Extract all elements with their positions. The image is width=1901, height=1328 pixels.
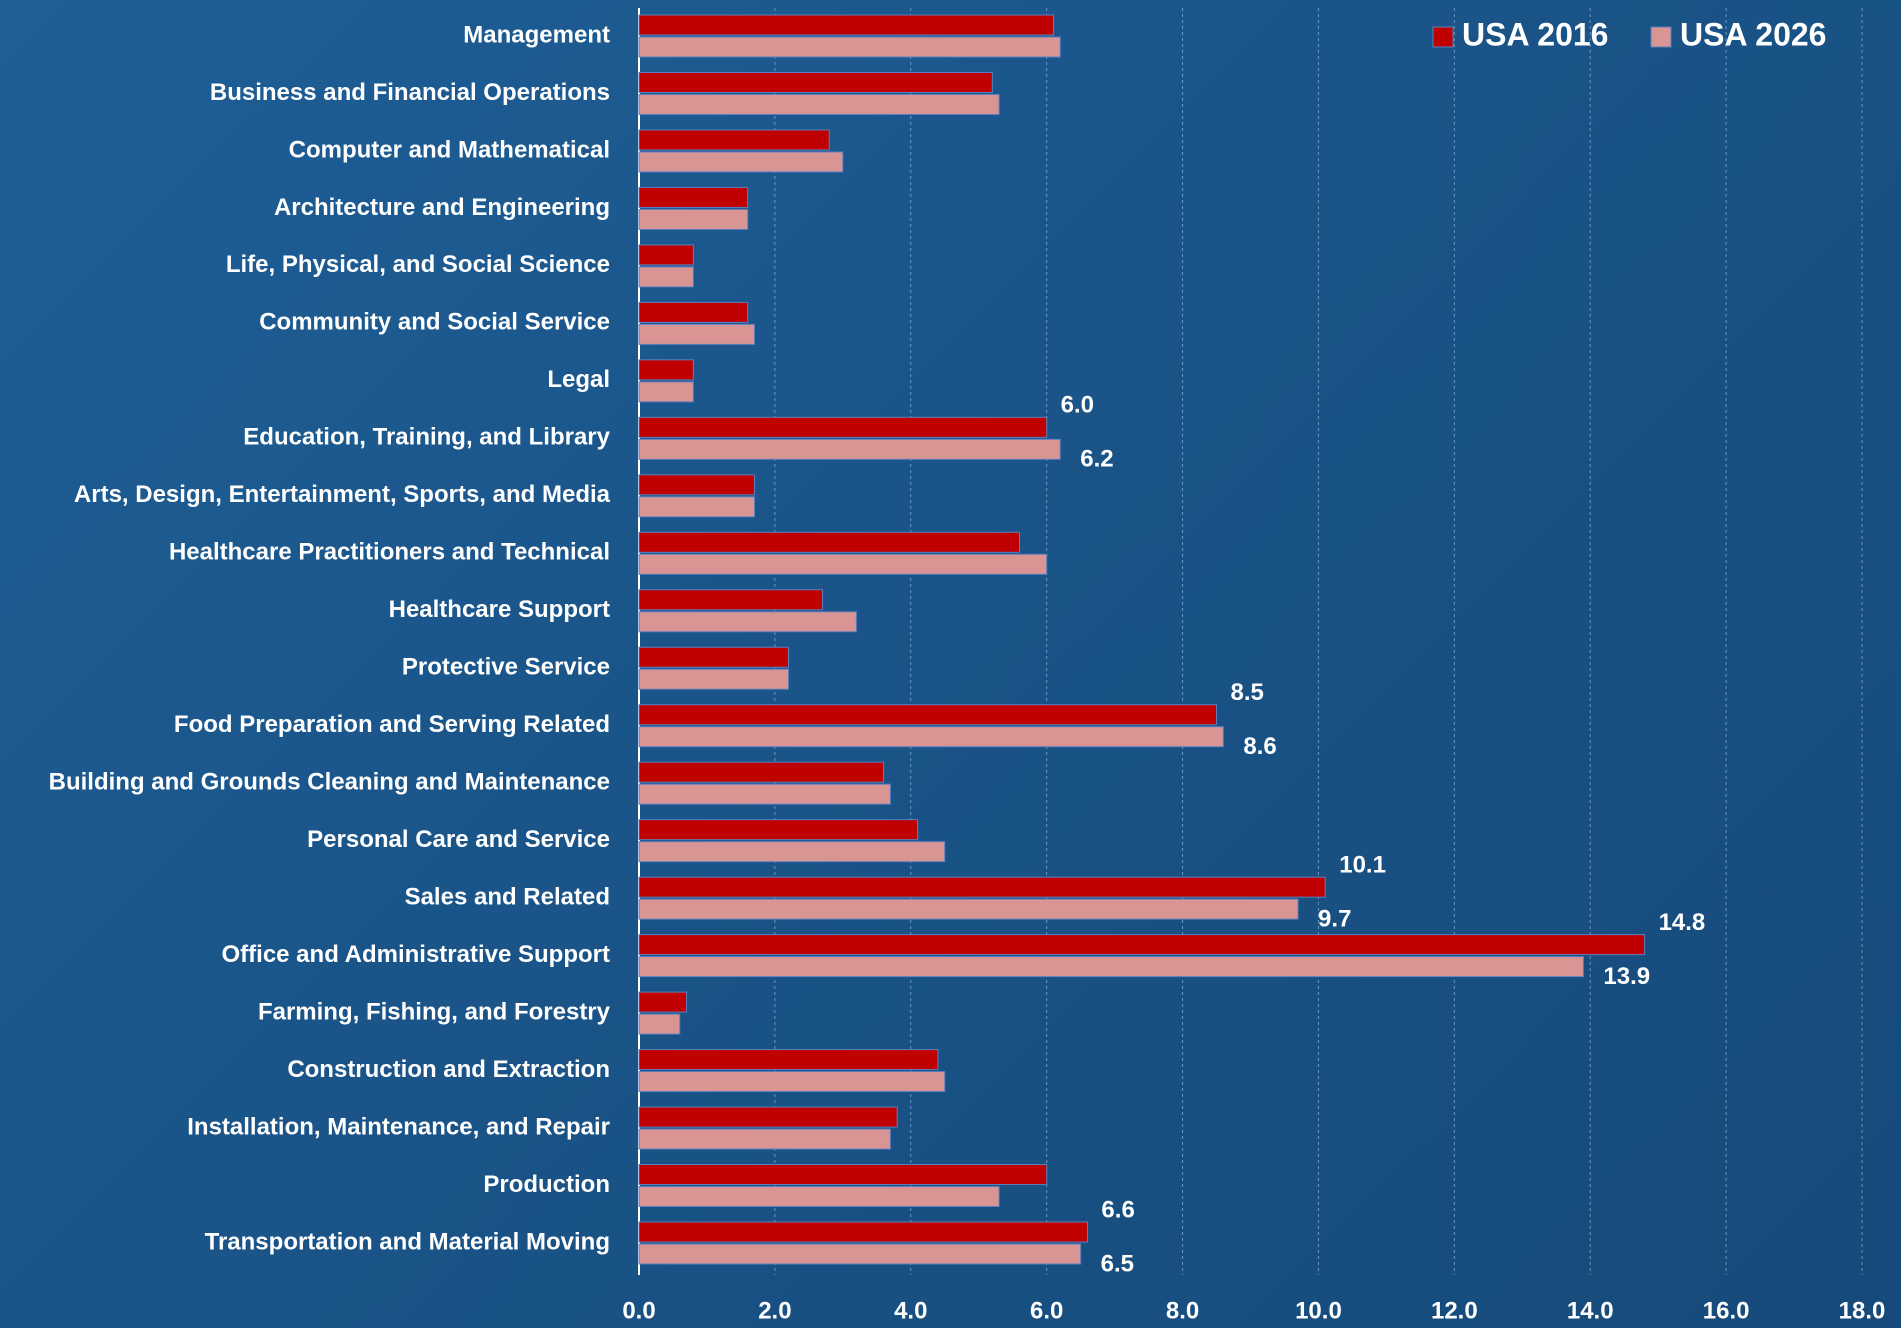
bar <box>638 71 993 93</box>
y-tick-label: Installation, Maintenance, and Repair <box>187 1113 610 1140</box>
legend-swatch <box>1432 26 1454 48</box>
bar <box>638 726 1224 748</box>
bar <box>638 783 891 805</box>
bar <box>638 186 749 208</box>
y-tick-label: Community and Social Service <box>259 309 610 336</box>
bar <box>638 841 946 863</box>
bar <box>638 301 749 323</box>
x-tick-label: 6.0 <box>1030 1297 1063 1324</box>
data-label: 8.5 <box>1231 679 1264 706</box>
data-label: 9.7 <box>1318 905 1351 932</box>
bar <box>638 129 830 151</box>
data-label: 13.9 <box>1603 963 1650 990</box>
bar <box>638 1013 681 1035</box>
bar <box>638 1186 1000 1208</box>
x-tick-label: 18.0 <box>1839 1297 1886 1324</box>
data-label: 14.8 <box>1659 909 1706 936</box>
bar <box>638 151 844 173</box>
bar <box>638 14 1054 36</box>
data-label: 6.0 <box>1061 392 1094 419</box>
bar <box>638 1106 898 1128</box>
data-label: 8.6 <box>1243 733 1276 760</box>
bar <box>638 704 1218 726</box>
x-tick-label: 12.0 <box>1431 1297 1478 1324</box>
bar <box>638 668 789 690</box>
y-tick-label: Production <box>483 1171 610 1198</box>
bar <box>638 416 1048 438</box>
y-tick-label: Construction and Extraction <box>287 1056 610 1083</box>
y-tick-label: Life, Physical, and Social Science <box>226 251 610 278</box>
bar <box>638 438 1061 460</box>
bar <box>638 611 857 633</box>
bar <box>638 266 694 288</box>
bar <box>638 381 694 403</box>
bar <box>638 1128 891 1150</box>
x-tick-label: 16.0 <box>1703 1297 1750 1324</box>
y-tick-label: Computer and Mathematical <box>289 136 610 163</box>
x-tick-label: 2.0 <box>758 1297 791 1324</box>
y-tick-label: Building and Grounds Cleaning and Mainte… <box>49 769 610 796</box>
y-tick-label: Arts, Design, Entertainment, Sports, and… <box>74 481 611 508</box>
bar <box>638 93 1000 115</box>
y-tick-label: Transportation and Material Moving <box>205 1228 610 1255</box>
x-tick-label: 10.0 <box>1295 1297 1342 1324</box>
bar <box>638 761 885 783</box>
bar <box>638 244 694 266</box>
y-tick-label: Food Preparation and Serving Related <box>174 711 610 738</box>
y-tick-label: Architecture and Engineering <box>274 194 610 221</box>
y-tick-label: Healthcare Practitioners and Technical <box>169 539 610 566</box>
bar <box>638 496 756 518</box>
y-tick-label: Healthcare Support <box>389 596 610 623</box>
bar <box>638 208 749 230</box>
bar <box>638 934 1646 956</box>
bar <box>638 36 1061 58</box>
x-tick-label: 14.0 <box>1567 1297 1614 1324</box>
x-tick-label: 8.0 <box>1166 1297 1199 1324</box>
bar <box>638 646 789 668</box>
bar <box>638 589 823 611</box>
legend-label: USA 2026 <box>1680 16 1826 52</box>
bar <box>638 1243 1082 1265</box>
y-tick-label: Personal Care and Service <box>307 826 610 853</box>
bar <box>638 1049 939 1071</box>
bar <box>638 1221 1088 1243</box>
y-tick-label: Office and Administrative Support <box>222 941 611 968</box>
bar <box>638 956 1584 978</box>
y-tick-label: Sales and Related <box>405 883 610 910</box>
y-tick-label: Management <box>463 21 610 48</box>
y-tick-label: Legal <box>547 366 610 393</box>
y-tick-label: Business and Financial Operations <box>210 79 610 106</box>
bar <box>638 531 1020 553</box>
bar <box>638 819 919 841</box>
bar <box>638 898 1299 920</box>
legend-swatch <box>1650 26 1672 48</box>
data-label: 6.5 <box>1101 1250 1134 1277</box>
bar <box>638 1164 1048 1186</box>
legend-label: USA 2016 <box>1462 16 1608 52</box>
bar <box>638 1071 946 1093</box>
x-tick-label: 0.0 <box>622 1297 655 1324</box>
data-label: 10.1 <box>1339 851 1386 878</box>
bar <box>638 474 756 496</box>
bar <box>638 553 1048 575</box>
bar <box>638 323 756 345</box>
y-tick-label: Education, Training, and Library <box>243 424 610 451</box>
y-tick-label: Protective Service <box>402 654 610 681</box>
data-label: 6.2 <box>1080 446 1113 473</box>
bar <box>638 876 1326 898</box>
bar <box>638 991 688 1013</box>
data-label: 6.6 <box>1101 1196 1134 1223</box>
x-tick-label: 4.0 <box>894 1297 927 1324</box>
y-tick-label: Farming, Fishing, and Forestry <box>258 998 611 1025</box>
bar <box>638 359 694 381</box>
